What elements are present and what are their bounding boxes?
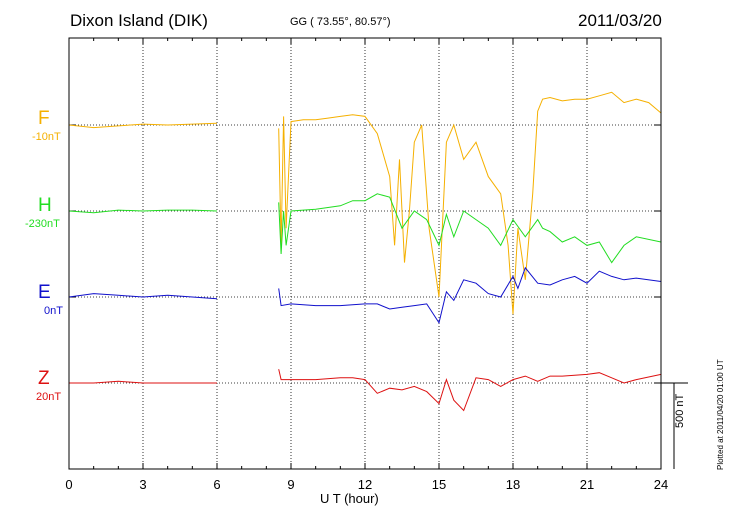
series-line-f-after-gap (278, 91, 662, 315)
series-label-h: H (38, 195, 52, 216)
x-tick-label: 9 (287, 477, 295, 492)
x-axis-label: U T (hour) (320, 491, 379, 506)
date-label: 2011/03/20 (578, 11, 662, 30)
plot-frame (68, 37, 662, 470)
x-tick-label: 18 (505, 477, 521, 492)
x-tick-label: 12 (357, 477, 373, 492)
x-tick-label: 24 (653, 477, 669, 492)
x-tick-label: 3 (139, 477, 147, 492)
coordinates-label: GG ( 73.55°, 80.57°) (290, 16, 391, 28)
series-line-h-before-gap (68, 209, 218, 214)
series-line-z-after-gap (278, 369, 662, 412)
series-line-z-before-gap (69, 380, 217, 384)
plotted-timestamp: Plotted at 2011/04/20 01:00 UT (716, 359, 725, 470)
series-line-e-before-gap (68, 293, 218, 300)
series-line-h-after-gap (278, 193, 662, 264)
series-baseline-e: 0nT (44, 305, 63, 317)
series-layer (68, 91, 662, 412)
series-label-e: E (38, 282, 51, 303)
series-label-f: F (38, 108, 50, 129)
series-line-f-before-gap (68, 122, 218, 129)
scale-bar-label: 500 nT (674, 393, 686, 428)
station-title: Dixon Island (DIK) (70, 11, 208, 30)
series-line-e-after-gap (278, 266, 662, 325)
series-baseline-z: 20nT (36, 391, 62, 403)
series-baseline-f: -10nT (32, 131, 61, 143)
series-baseline-h: -230nT (25, 218, 60, 230)
x-tick-label: 6 (213, 477, 221, 492)
series-label-z: Z (38, 368, 50, 389)
x-tick-label: 0 (65, 477, 73, 492)
x-tick-label: 21 (579, 477, 595, 492)
x-tick-label: 15 (431, 477, 447, 492)
grid-layer (68, 38, 662, 469)
